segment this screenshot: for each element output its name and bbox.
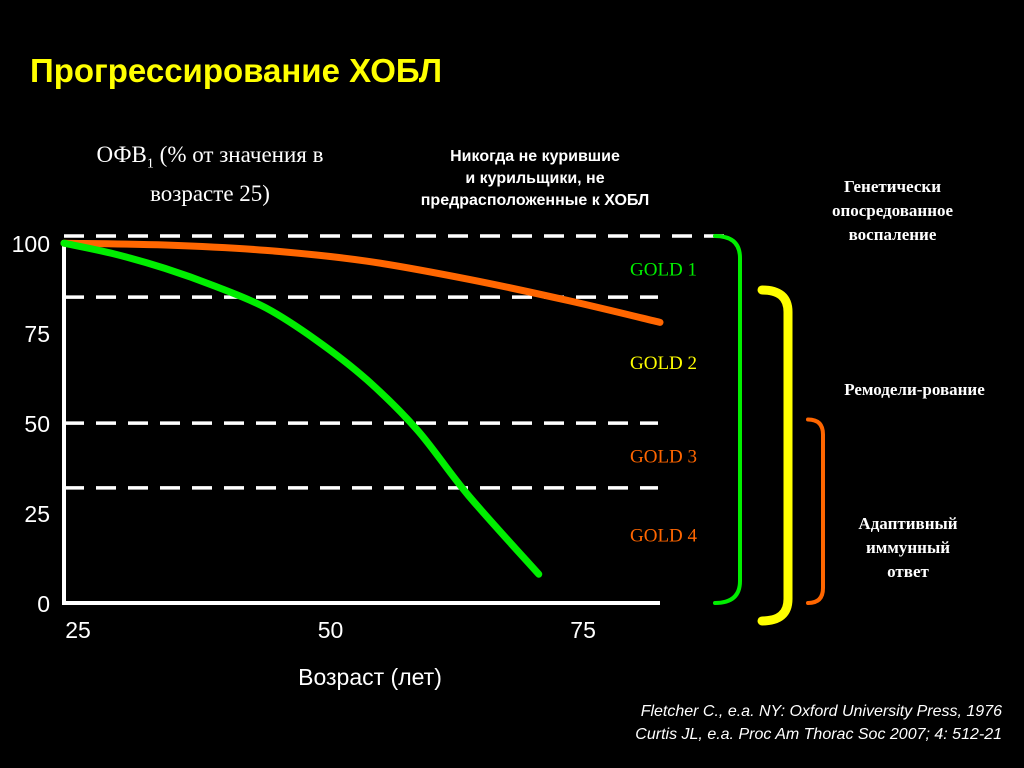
stage-bracket <box>806 417 825 605</box>
stage-bracket <box>757 285 793 626</box>
note-line: опосредованное <box>831 201 954 220</box>
gold-stage-label: GOLD 1 <box>630 259 697 280</box>
references: Fletcher C., e.a. NY: Oxford University … <box>635 700 1002 746</box>
reference-line: Fletcher C., e.a. NY: Oxford University … <box>640 703 1002 720</box>
immune-response-note: Адаптивный иммунный ответ <box>828 512 988 584</box>
y-axis-label-rest: (% от значения в <box>153 142 324 167</box>
note-line: ответ <box>887 562 929 581</box>
fev1-curve <box>60 239 664 326</box>
x-tick-label: 50 <box>318 617 344 643</box>
page-title: Прогрессирование ХОБЛ <box>30 52 442 89</box>
note-line: Генетически <box>843 177 942 196</box>
reference-line: Curtis JL, e.a. Proc Am Thorac Soc 2007;… <box>635 726 1002 743</box>
y-tick-label: 50 <box>24 411 50 437</box>
remodeling-note: Ремодели-рование <box>844 380 985 399</box>
y-axis-label-main: ОФВ <box>96 142 147 167</box>
genetic-inflammation-note: Генетически опосредованное воспаление <box>800 175 985 247</box>
note-line: воспаление <box>848 225 937 244</box>
x-axis-label: Возраст (лет) <box>298 664 442 690</box>
y-tick-label: 0 <box>37 591 50 617</box>
y-tick-label: 75 <box>24 321 50 347</box>
y-axis-label: ОФВ1 (% от значения в возрасте 25) <box>55 140 365 208</box>
stage-bracket <box>713 234 742 605</box>
y-tick-label: 100 <box>12 231 50 257</box>
note-line: иммунный <box>865 538 951 557</box>
gold-stage-label: GOLD 3 <box>630 446 697 467</box>
y-axis-label-line2: возрасте 25) <box>150 180 270 206</box>
y-tick-label: 25 <box>24 501 50 527</box>
x-tick-label: 75 <box>570 617 596 643</box>
gold-stage-label: GOLD 2 <box>630 353 697 374</box>
note-line: и курильщики, не <box>465 170 605 187</box>
non-smokers-note: Никогда не курившие и курильщики, не пре… <box>380 146 690 212</box>
gold-stage-label: GOLD 4 <box>630 526 698 547</box>
note-line: Никогда не курившие <box>450 148 620 165</box>
note-line: предрасположенные к ХОБЛ <box>420 192 650 209</box>
x-tick-label: 25 <box>65 617 91 643</box>
note-line: Адаптивный <box>858 514 958 533</box>
y-axis-label-subscript: 1 <box>146 156 154 172</box>
fev1-curve <box>60 239 543 578</box>
